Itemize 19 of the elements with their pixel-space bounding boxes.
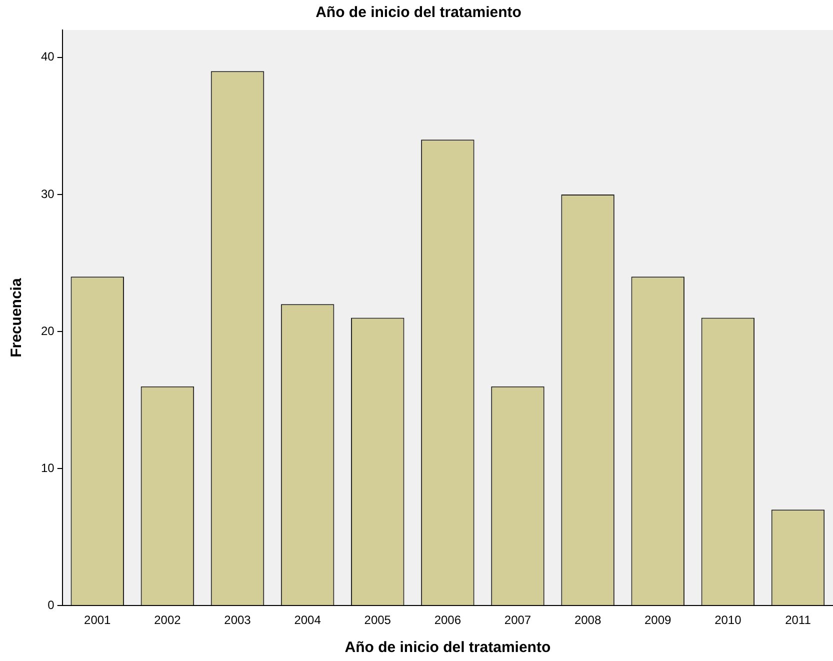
x-tick-label: 2003 bbox=[224, 613, 252, 628]
x-tick-label: 2004 bbox=[294, 613, 322, 628]
y-tick-label: 10 bbox=[40, 460, 55, 475]
x-tick-label: 2011 bbox=[785, 613, 812, 628]
y-tick-label: 30 bbox=[40, 186, 55, 201]
x-tick-label: 2006 bbox=[434, 613, 462, 628]
x-tick-label: 2002 bbox=[154, 613, 182, 628]
x-tick-label: 2008 bbox=[574, 613, 602, 628]
x-tick-label: 2005 bbox=[364, 613, 392, 628]
y-tick-label: 20 bbox=[40, 324, 55, 338]
x-tick-label: 2007 bbox=[504, 613, 532, 628]
y-tick-label: 40 bbox=[40, 50, 55, 64]
y-axis-title: Frecuencia bbox=[8, 278, 26, 358]
x-axis-title: Año de inicio del tratamiento bbox=[344, 639, 551, 656]
x-tick-label: 2001 bbox=[84, 613, 112, 628]
x-tick-label: 2009 bbox=[644, 613, 672, 628]
x-tick-label: 2010 bbox=[714, 613, 742, 628]
chart-title: Año de inicio del tratamiento bbox=[316, 4, 522, 22]
y-tick-label: 0 bbox=[48, 598, 55, 612]
